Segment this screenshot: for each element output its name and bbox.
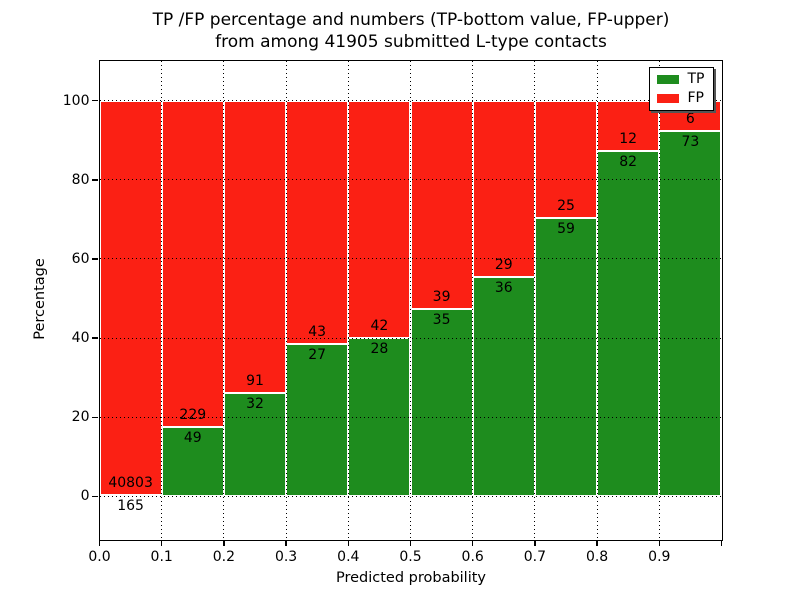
x-tick-label: 0.3 <box>274 549 298 565</box>
x-tick-label: 0.9 <box>648 549 671 565</box>
v-gridline <box>658 61 660 540</box>
legend-entry-tp: TP <box>656 71 705 87</box>
fp-count-label: 6 <box>685 110 695 127</box>
tp-count-label: 32 <box>246 396 264 413</box>
y-axis-tick <box>92 99 98 102</box>
x-axis-tick <box>534 540 536 546</box>
y-axis-tick <box>92 495 98 498</box>
bar-fp-segment <box>410 100 473 310</box>
plot-area: TP FP 40803 165 229 49 91 32 43 27 42 28 39 35 29 36 2… <box>63 60 723 565</box>
legend-swatch-tp-icon <box>656 75 679 84</box>
y-tick-label: 100 <box>62 92 90 109</box>
tp-count-label: 35 <box>432 312 451 329</box>
v-gridline <box>596 61 598 540</box>
chart-title-line2: from among 41905 submitted L-type contac… <box>215 32 607 52</box>
v-gridline <box>347 61 349 540</box>
y-tick-label: 20 <box>71 409 90 426</box>
x-axis-tick <box>596 540 598 546</box>
fp-count-label: 39 <box>432 289 451 306</box>
x-axis-tick <box>98 540 101 546</box>
fp-count-label: 25 <box>557 198 575 215</box>
tp-count-label: 36 <box>494 280 513 297</box>
y-axis-tick <box>92 179 98 181</box>
fp-count-label: 12 <box>619 131 638 148</box>
legend: TP FP <box>648 67 714 111</box>
v-gridline <box>285 61 287 540</box>
fp-count-label: 42 <box>370 318 389 335</box>
fp-count-label: 43 <box>308 323 327 340</box>
h-gridline <box>99 258 722 260</box>
x-tick-label: 0.4 <box>337 549 360 565</box>
chart-title: TP /FP percentage and numbers (TP-bottom… <box>89 9 733 53</box>
v-gridline <box>410 61 411 540</box>
bar-fp-segment <box>348 100 411 339</box>
x-tick-label: 0.6 <box>461 549 484 565</box>
bar-fp-segment <box>286 100 349 344</box>
bar-tp-segment <box>597 151 660 497</box>
h-gridline <box>99 100 722 102</box>
bar-tp-segment <box>659 130 722 497</box>
x-axis-tick <box>471 540 474 546</box>
fp-count-label: 229 <box>179 406 207 423</box>
bar-tp-segment <box>410 309 473 497</box>
x-axis-tick <box>285 540 287 546</box>
bar-tp-segment <box>534 218 598 497</box>
tp-count-label: 165 <box>117 497 144 514</box>
bar-fp-segment <box>223 100 287 394</box>
y-axis-tick <box>92 337 98 339</box>
bar-tp-segment <box>161 426 224 497</box>
y-tick-label: 40 <box>71 330 90 347</box>
x-axis-tick <box>409 540 412 546</box>
v-gridline <box>161 61 163 540</box>
tp-count-label: 59 <box>557 221 575 238</box>
x-axis-label: Predicted probability <box>335 570 487 586</box>
y-axis-tick <box>92 416 98 419</box>
h-gridline <box>99 495 722 497</box>
x-tick-label: 0.1 <box>150 549 173 565</box>
legend-swatch-fp-icon <box>656 94 679 103</box>
v-gridline <box>472 61 474 540</box>
chart-title-line1: TP /FP percentage and numbers (TP-bottom… <box>152 10 670 30</box>
bar-fp-segment <box>534 100 598 219</box>
x-axis-tick <box>658 540 661 546</box>
x-tick-label: 0.2 <box>212 549 236 565</box>
tp-count-label: 49 <box>183 429 202 446</box>
bar-fp-segment <box>161 100 224 427</box>
h-gridline <box>99 337 722 339</box>
y-tick-label: 80 <box>71 171 90 188</box>
y-axis-tick <box>92 258 98 260</box>
bar-tp-segment <box>286 343 349 497</box>
x-tick-label: 0.8 <box>585 549 609 565</box>
x-axis-tick <box>347 540 350 546</box>
fp-count-label: 91 <box>246 373 264 390</box>
h-gridline <box>99 179 722 181</box>
tp-count-label: 73 <box>681 133 700 150</box>
bar-tp-segment <box>223 393 287 497</box>
tp-count-label: 27 <box>308 346 327 363</box>
fp-count-label: 40803 <box>108 474 153 491</box>
x-axis-tick <box>160 540 163 546</box>
bar-fp-segment <box>472 100 535 278</box>
v-gridline <box>534 61 536 540</box>
x-axis-tick <box>223 540 225 546</box>
legend-label-fp: FP <box>687 90 705 106</box>
y-tick-label: 0 <box>80 488 90 505</box>
bar-tp-segment <box>472 277 535 497</box>
fp-count-label: 29 <box>494 257 513 274</box>
legend-label-tp: TP <box>687 71 705 87</box>
tp-count-label: 82 <box>619 154 638 171</box>
h-gridline <box>99 416 722 418</box>
y-tick-label: 60 <box>71 250 90 267</box>
x-axis-tick <box>720 540 723 546</box>
bar-fp-segment <box>99 100 162 495</box>
tp-count-label: 28 <box>370 341 389 358</box>
x-tick-label: 0.5 <box>399 549 422 565</box>
x-tick-label: 0.7 <box>523 549 547 565</box>
legend-entry-fp: FP <box>656 90 705 106</box>
v-gridline <box>223 61 225 540</box>
x-tick-label: 0.0 <box>88 549 111 565</box>
